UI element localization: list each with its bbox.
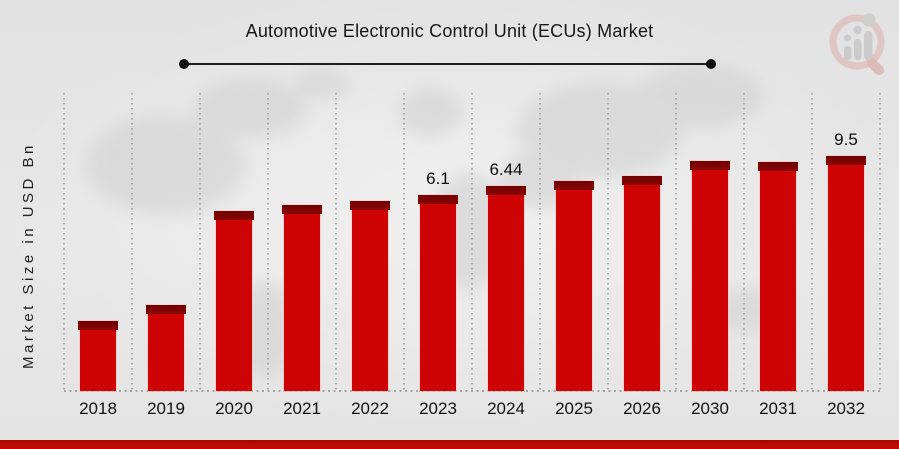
- plot-area: 6.1 6.44 9.5: [63, 93, 881, 392]
- bar-2021: [282, 204, 322, 392]
- x-tick-2024: 2024: [487, 399, 525, 418]
- x-tick-2020: 2020: [215, 399, 253, 418]
- x-tick-2019: 2019: [147, 399, 185, 418]
- bar-2032: [826, 155, 866, 392]
- x-tick-2030: 2030: [691, 399, 729, 418]
- bar-cap-2024: [486, 186, 526, 195]
- bar-cap-2023: [418, 195, 458, 204]
- bar-cap-2031: [758, 162, 798, 171]
- x-tick-2032: 2032: [827, 399, 865, 418]
- y-axis-label: Market Size in USD Bn: [20, 142, 37, 370]
- x-tick-2026: 2026: [623, 399, 661, 418]
- chart-title: Automotive Electronic Control Unit (ECUs…: [245, 21, 654, 41]
- bar-value-label-2024: 6.44: [489, 160, 523, 179]
- bar-2031: [758, 161, 798, 392]
- dotted-gridline: [267, 93, 269, 391]
- bar-cap-2019: [146, 305, 186, 314]
- magnifier-bar-chart-logo-icon: [829, 13, 885, 76]
- bar-2020: [214, 210, 254, 392]
- bar-2026: [622, 175, 662, 392]
- x-tick-2025: 2025: [555, 399, 593, 418]
- bar-2024: [486, 185, 526, 392]
- x-tick-2021: 2021: [283, 399, 321, 418]
- dotted-gridline: [63, 93, 65, 391]
- bar-2018: [78, 320, 118, 392]
- dotted-gridline: [811, 93, 813, 391]
- x-axis-baseline: [64, 390, 880, 392]
- title-underline: [179, 59, 716, 69]
- dotted-gridline: [675, 93, 677, 391]
- bar-cap-2021: [282, 205, 322, 214]
- bar-2019: [146, 304, 186, 392]
- bar-cap-2020: [214, 211, 254, 220]
- dotted-gridline: [335, 93, 337, 391]
- x-tick-2023: 2023: [419, 399, 457, 418]
- x-tick-2031: 2031: [759, 399, 797, 418]
- bar-cap-2025: [554, 181, 594, 190]
- bar-2023: [418, 194, 458, 392]
- bar-cap-2026: [622, 176, 662, 185]
- x-axis-tick-labels: 2018 2019 2020 2021 2022 2023 2024 2025 2026 2030…: [0, 399, 899, 423]
- bar-2030: [690, 160, 730, 392]
- dotted-gridline: [131, 93, 133, 391]
- bar-cap-2018: [78, 321, 118, 330]
- bar-2025: [554, 180, 594, 392]
- bar-cap-2030: [690, 161, 730, 170]
- bar-value-label-2023: 6.1: [426, 169, 450, 188]
- dotted-gridline: [879, 93, 881, 391]
- dotted-gridline: [743, 93, 745, 391]
- bar-cap-2032: [826, 156, 866, 165]
- bar-cap-2022: [350, 201, 390, 210]
- dotted-gridline: [607, 93, 609, 391]
- bar-2022: [350, 200, 390, 392]
- dotted-gridline: [539, 93, 541, 391]
- dotted-gridline: [471, 93, 473, 391]
- dotted-gridline: [403, 93, 405, 391]
- x-tick-2018: 2018: [79, 399, 117, 418]
- bar-value-label-2032: 9.5: [834, 130, 858, 149]
- footer-accent-band: [0, 440, 899, 449]
- x-tick-2022: 2022: [351, 399, 389, 418]
- dotted-gridline: [199, 93, 201, 391]
